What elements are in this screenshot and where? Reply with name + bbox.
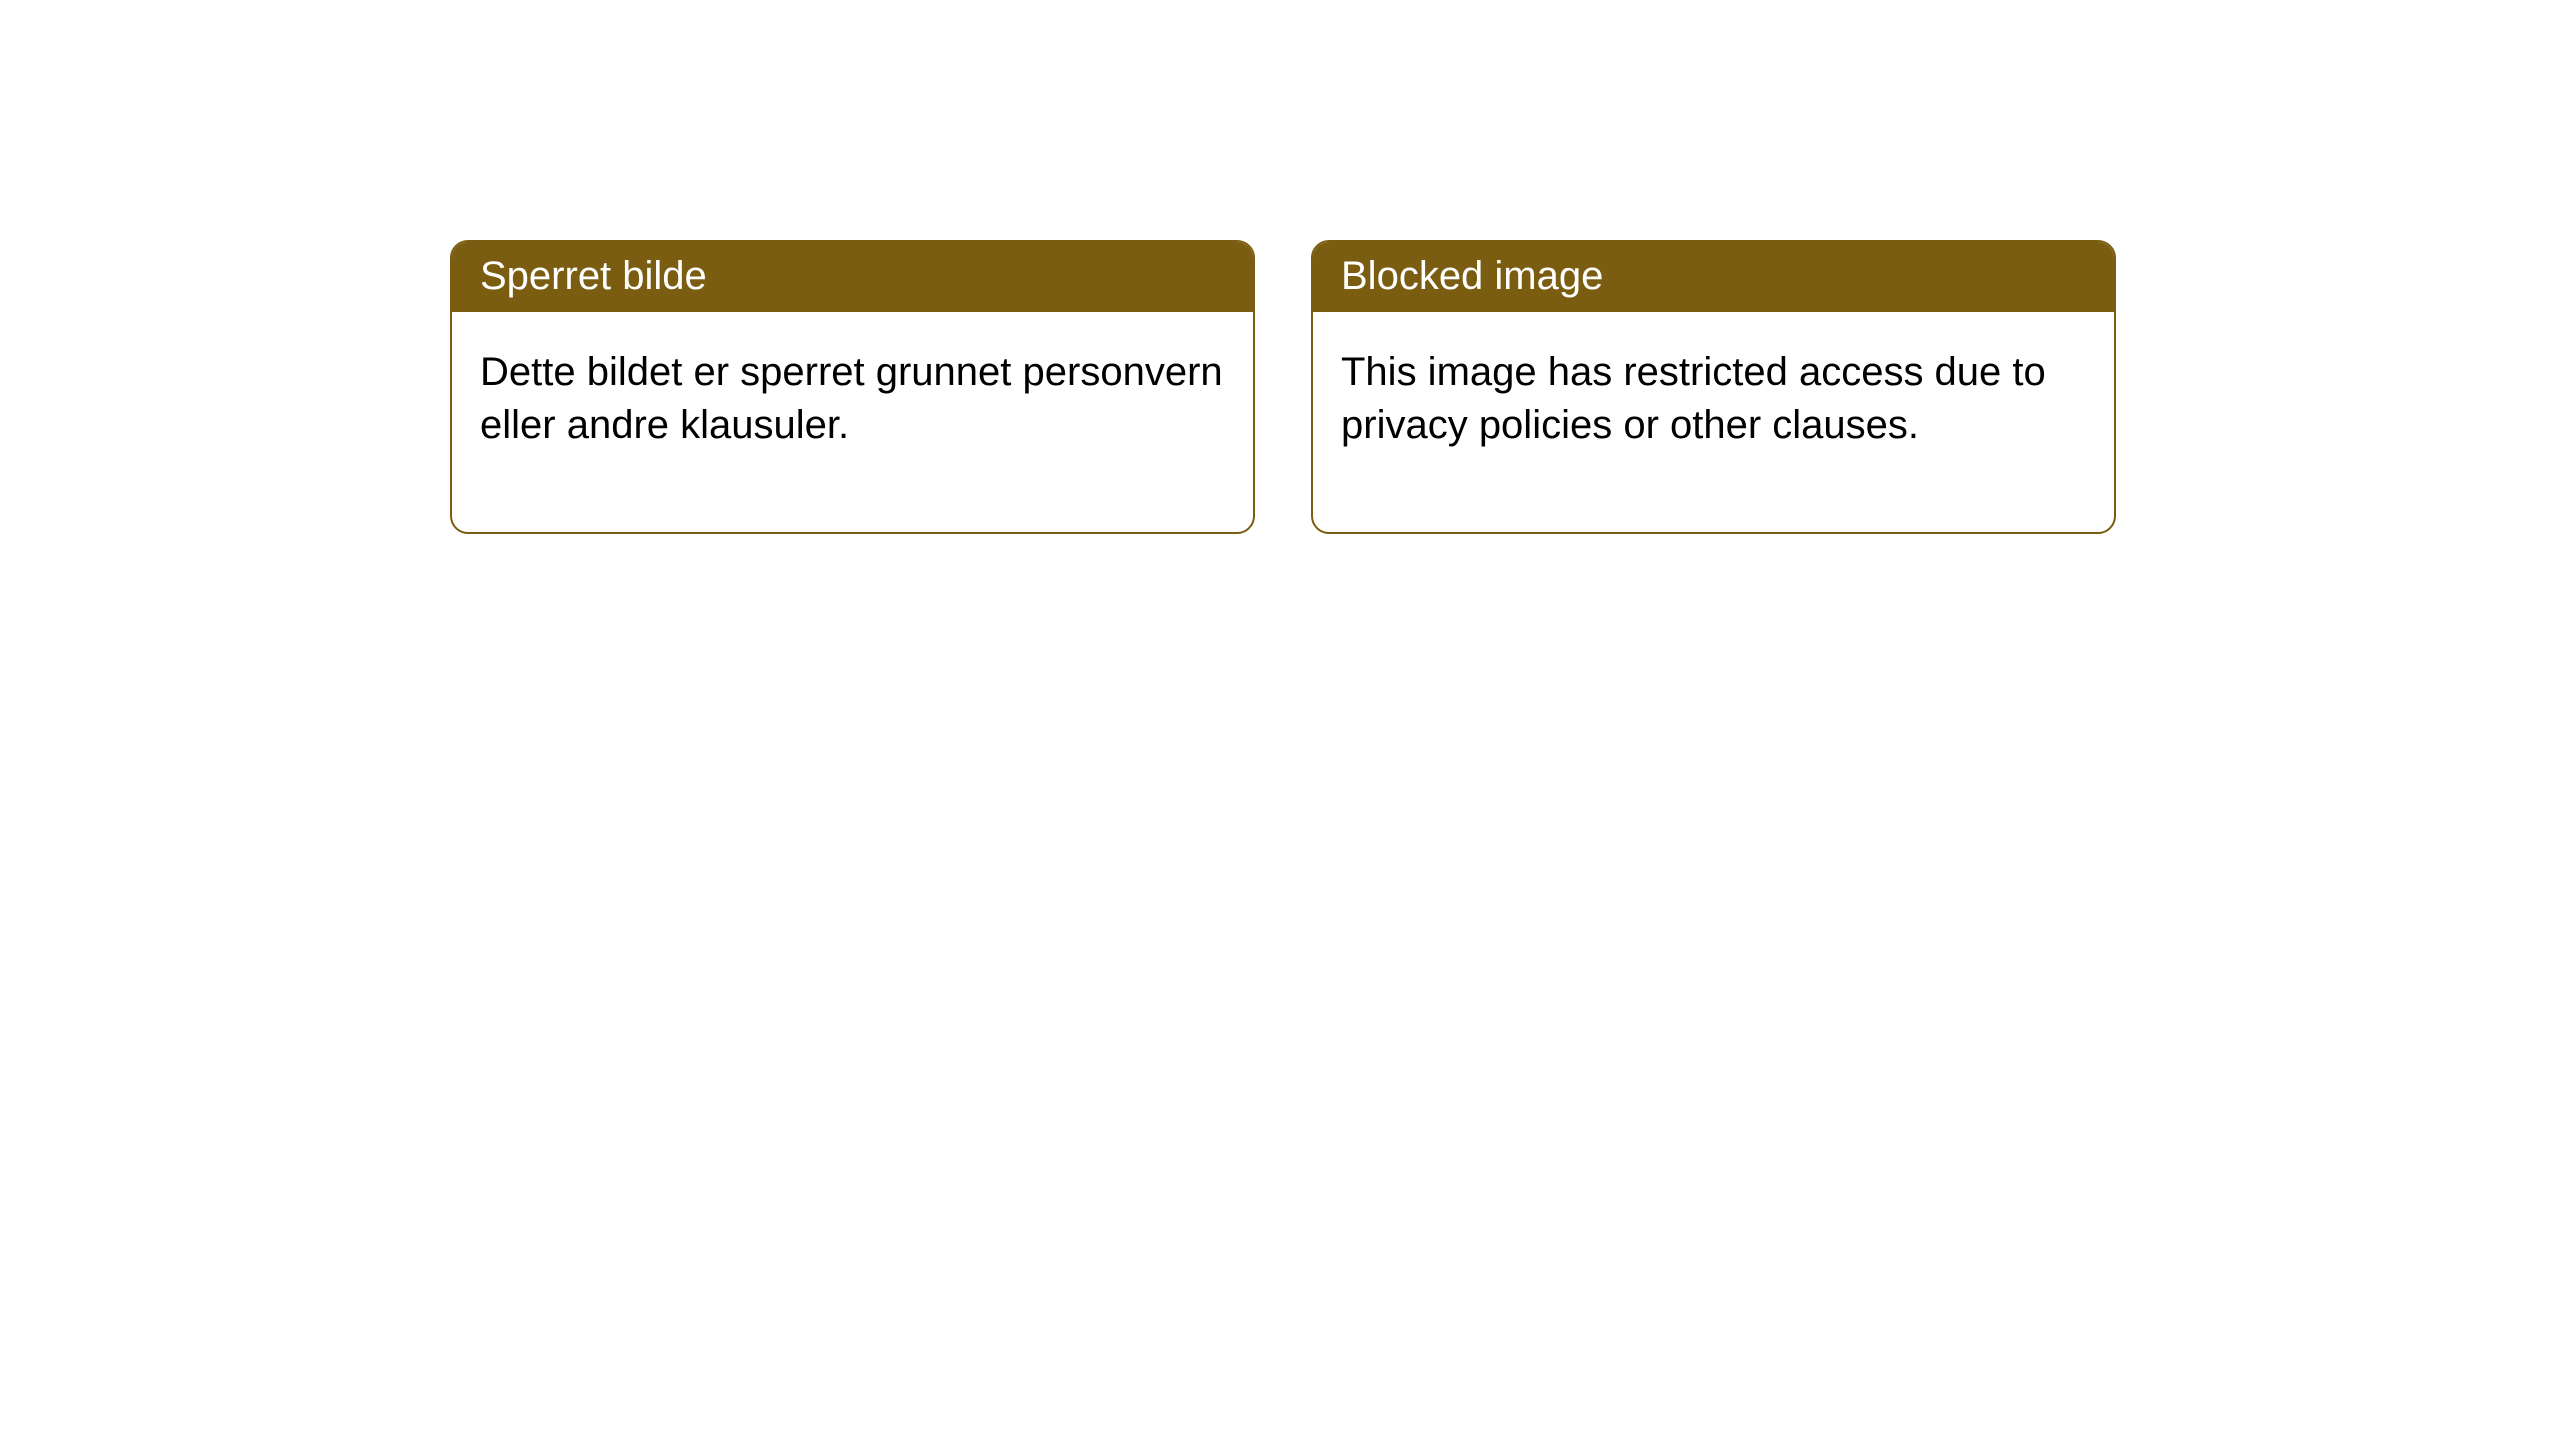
notice-container: Sperret bilde Dette bildet er sperret gr… (0, 0, 2560, 534)
notice-card-en: Blocked image This image has restricted … (1311, 240, 2116, 534)
notice-body-en: This image has restricted access due to … (1313, 312, 2114, 532)
notice-title-en: Blocked image (1313, 242, 2114, 312)
notice-card-no: Sperret bilde Dette bildet er sperret gr… (450, 240, 1255, 534)
notice-body-no: Dette bildet er sperret grunnet personve… (452, 312, 1253, 532)
notice-title-no: Sperret bilde (452, 242, 1253, 312)
